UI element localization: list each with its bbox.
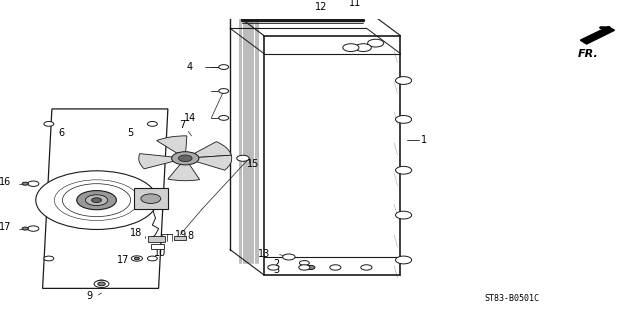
Circle shape bbox=[268, 265, 279, 270]
Ellipse shape bbox=[265, 11, 288, 16]
Wedge shape bbox=[139, 154, 185, 169]
Circle shape bbox=[367, 39, 384, 47]
Wedge shape bbox=[97, 200, 128, 221]
Circle shape bbox=[396, 77, 412, 85]
Circle shape bbox=[36, 171, 157, 229]
Circle shape bbox=[22, 227, 28, 230]
Text: 10: 10 bbox=[154, 248, 166, 257]
Bar bbox=[148, 236, 165, 242]
Polygon shape bbox=[580, 27, 614, 44]
Circle shape bbox=[396, 211, 412, 219]
Text: 3: 3 bbox=[273, 265, 280, 275]
Circle shape bbox=[219, 65, 228, 70]
Text: 6: 6 bbox=[58, 128, 64, 138]
Circle shape bbox=[219, 115, 228, 120]
Circle shape bbox=[92, 198, 102, 203]
Text: 14: 14 bbox=[184, 113, 196, 123]
Circle shape bbox=[28, 226, 39, 231]
Circle shape bbox=[343, 44, 359, 51]
Bar bbox=[174, 236, 186, 240]
Text: 12: 12 bbox=[315, 2, 327, 12]
Text: 8: 8 bbox=[188, 231, 194, 241]
Text: 7: 7 bbox=[179, 120, 186, 130]
Circle shape bbox=[44, 256, 54, 261]
Bar bbox=[134, 188, 168, 209]
Circle shape bbox=[85, 195, 108, 205]
Text: 18: 18 bbox=[129, 228, 142, 238]
Text: 15: 15 bbox=[247, 159, 260, 169]
Circle shape bbox=[306, 265, 315, 270]
Circle shape bbox=[98, 282, 105, 286]
Wedge shape bbox=[157, 136, 187, 158]
Circle shape bbox=[396, 256, 412, 264]
Circle shape bbox=[94, 280, 109, 287]
Circle shape bbox=[147, 122, 157, 126]
Wedge shape bbox=[185, 142, 231, 158]
Bar bbox=[150, 244, 164, 249]
Text: 19: 19 bbox=[175, 230, 188, 241]
Bar bbox=[297, 4, 324, 12]
Circle shape bbox=[361, 265, 372, 270]
Circle shape bbox=[172, 152, 199, 165]
Circle shape bbox=[141, 194, 161, 204]
Text: 5: 5 bbox=[127, 128, 134, 138]
Circle shape bbox=[299, 265, 310, 270]
Polygon shape bbox=[43, 109, 168, 288]
Circle shape bbox=[134, 257, 140, 260]
Wedge shape bbox=[97, 190, 140, 204]
Text: 13: 13 bbox=[258, 249, 270, 259]
Wedge shape bbox=[53, 185, 97, 200]
Circle shape bbox=[219, 89, 228, 93]
Circle shape bbox=[44, 122, 54, 126]
Circle shape bbox=[300, 261, 309, 265]
Wedge shape bbox=[89, 179, 117, 200]
Wedge shape bbox=[185, 155, 232, 170]
Circle shape bbox=[77, 190, 116, 210]
Circle shape bbox=[131, 256, 143, 261]
Text: 17: 17 bbox=[0, 222, 12, 232]
Circle shape bbox=[179, 155, 192, 162]
Circle shape bbox=[355, 44, 371, 51]
Text: 1: 1 bbox=[421, 135, 427, 145]
Circle shape bbox=[330, 265, 341, 270]
Text: ST83-B0501C: ST83-B0501C bbox=[484, 294, 540, 303]
Wedge shape bbox=[57, 200, 97, 219]
Circle shape bbox=[396, 167, 412, 174]
Text: 11: 11 bbox=[349, 0, 361, 8]
Circle shape bbox=[22, 182, 28, 185]
Text: FR.: FR. bbox=[577, 48, 598, 59]
Text: 9: 9 bbox=[86, 291, 92, 301]
Text: 4: 4 bbox=[187, 62, 193, 72]
Circle shape bbox=[283, 254, 295, 260]
Text: 2: 2 bbox=[273, 259, 280, 270]
Circle shape bbox=[237, 155, 249, 161]
Wedge shape bbox=[168, 158, 200, 181]
Text: 16: 16 bbox=[0, 177, 12, 187]
Text: 17: 17 bbox=[117, 255, 129, 265]
Circle shape bbox=[97, 280, 106, 285]
Circle shape bbox=[147, 256, 157, 261]
Circle shape bbox=[28, 181, 39, 186]
Circle shape bbox=[396, 115, 412, 123]
